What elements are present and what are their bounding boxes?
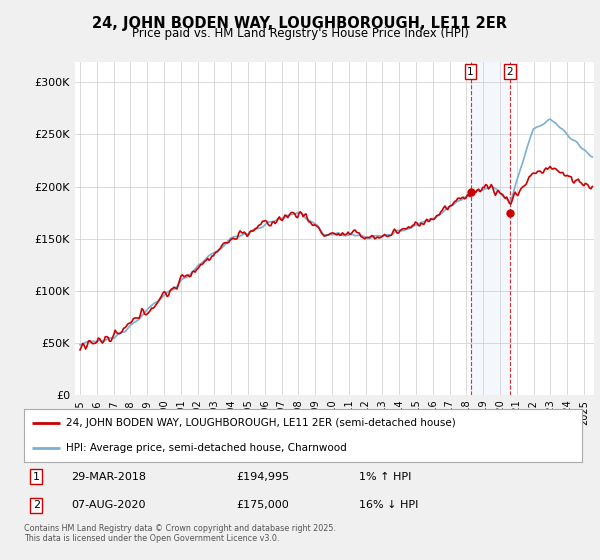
Text: 24, JOHN BODEN WAY, LOUGHBOROUGH, LE11 2ER: 24, JOHN BODEN WAY, LOUGHBOROUGH, LE11 2… xyxy=(92,16,508,31)
Bar xyxy=(470,62,510,395)
Text: 2: 2 xyxy=(507,67,514,77)
Text: Contains HM Land Registry data © Crown copyright and database right 2025.
This d: Contains HM Land Registry data © Crown c… xyxy=(24,524,336,543)
Text: 16% ↓ HPI: 16% ↓ HPI xyxy=(359,500,418,510)
Text: HPI: Average price, semi-detached house, Charnwood: HPI: Average price, semi-detached house,… xyxy=(66,442,347,452)
Text: 29-MAR-2018: 29-MAR-2018 xyxy=(71,472,146,482)
Text: 24, JOHN BODEN WAY, LOUGHBOROUGH, LE11 2ER (semi-detached house): 24, JOHN BODEN WAY, LOUGHBOROUGH, LE11 2… xyxy=(66,418,455,428)
Text: 1: 1 xyxy=(33,472,40,482)
Text: £175,000: £175,000 xyxy=(236,500,289,510)
Text: Price paid vs. HM Land Registry's House Price Index (HPI): Price paid vs. HM Land Registry's House … xyxy=(131,27,469,40)
Text: £194,995: £194,995 xyxy=(236,472,289,482)
Text: 1% ↑ HPI: 1% ↑ HPI xyxy=(359,472,411,482)
Text: 1: 1 xyxy=(467,67,474,77)
Text: 2: 2 xyxy=(33,500,40,510)
Text: 07-AUG-2020: 07-AUG-2020 xyxy=(71,500,146,510)
